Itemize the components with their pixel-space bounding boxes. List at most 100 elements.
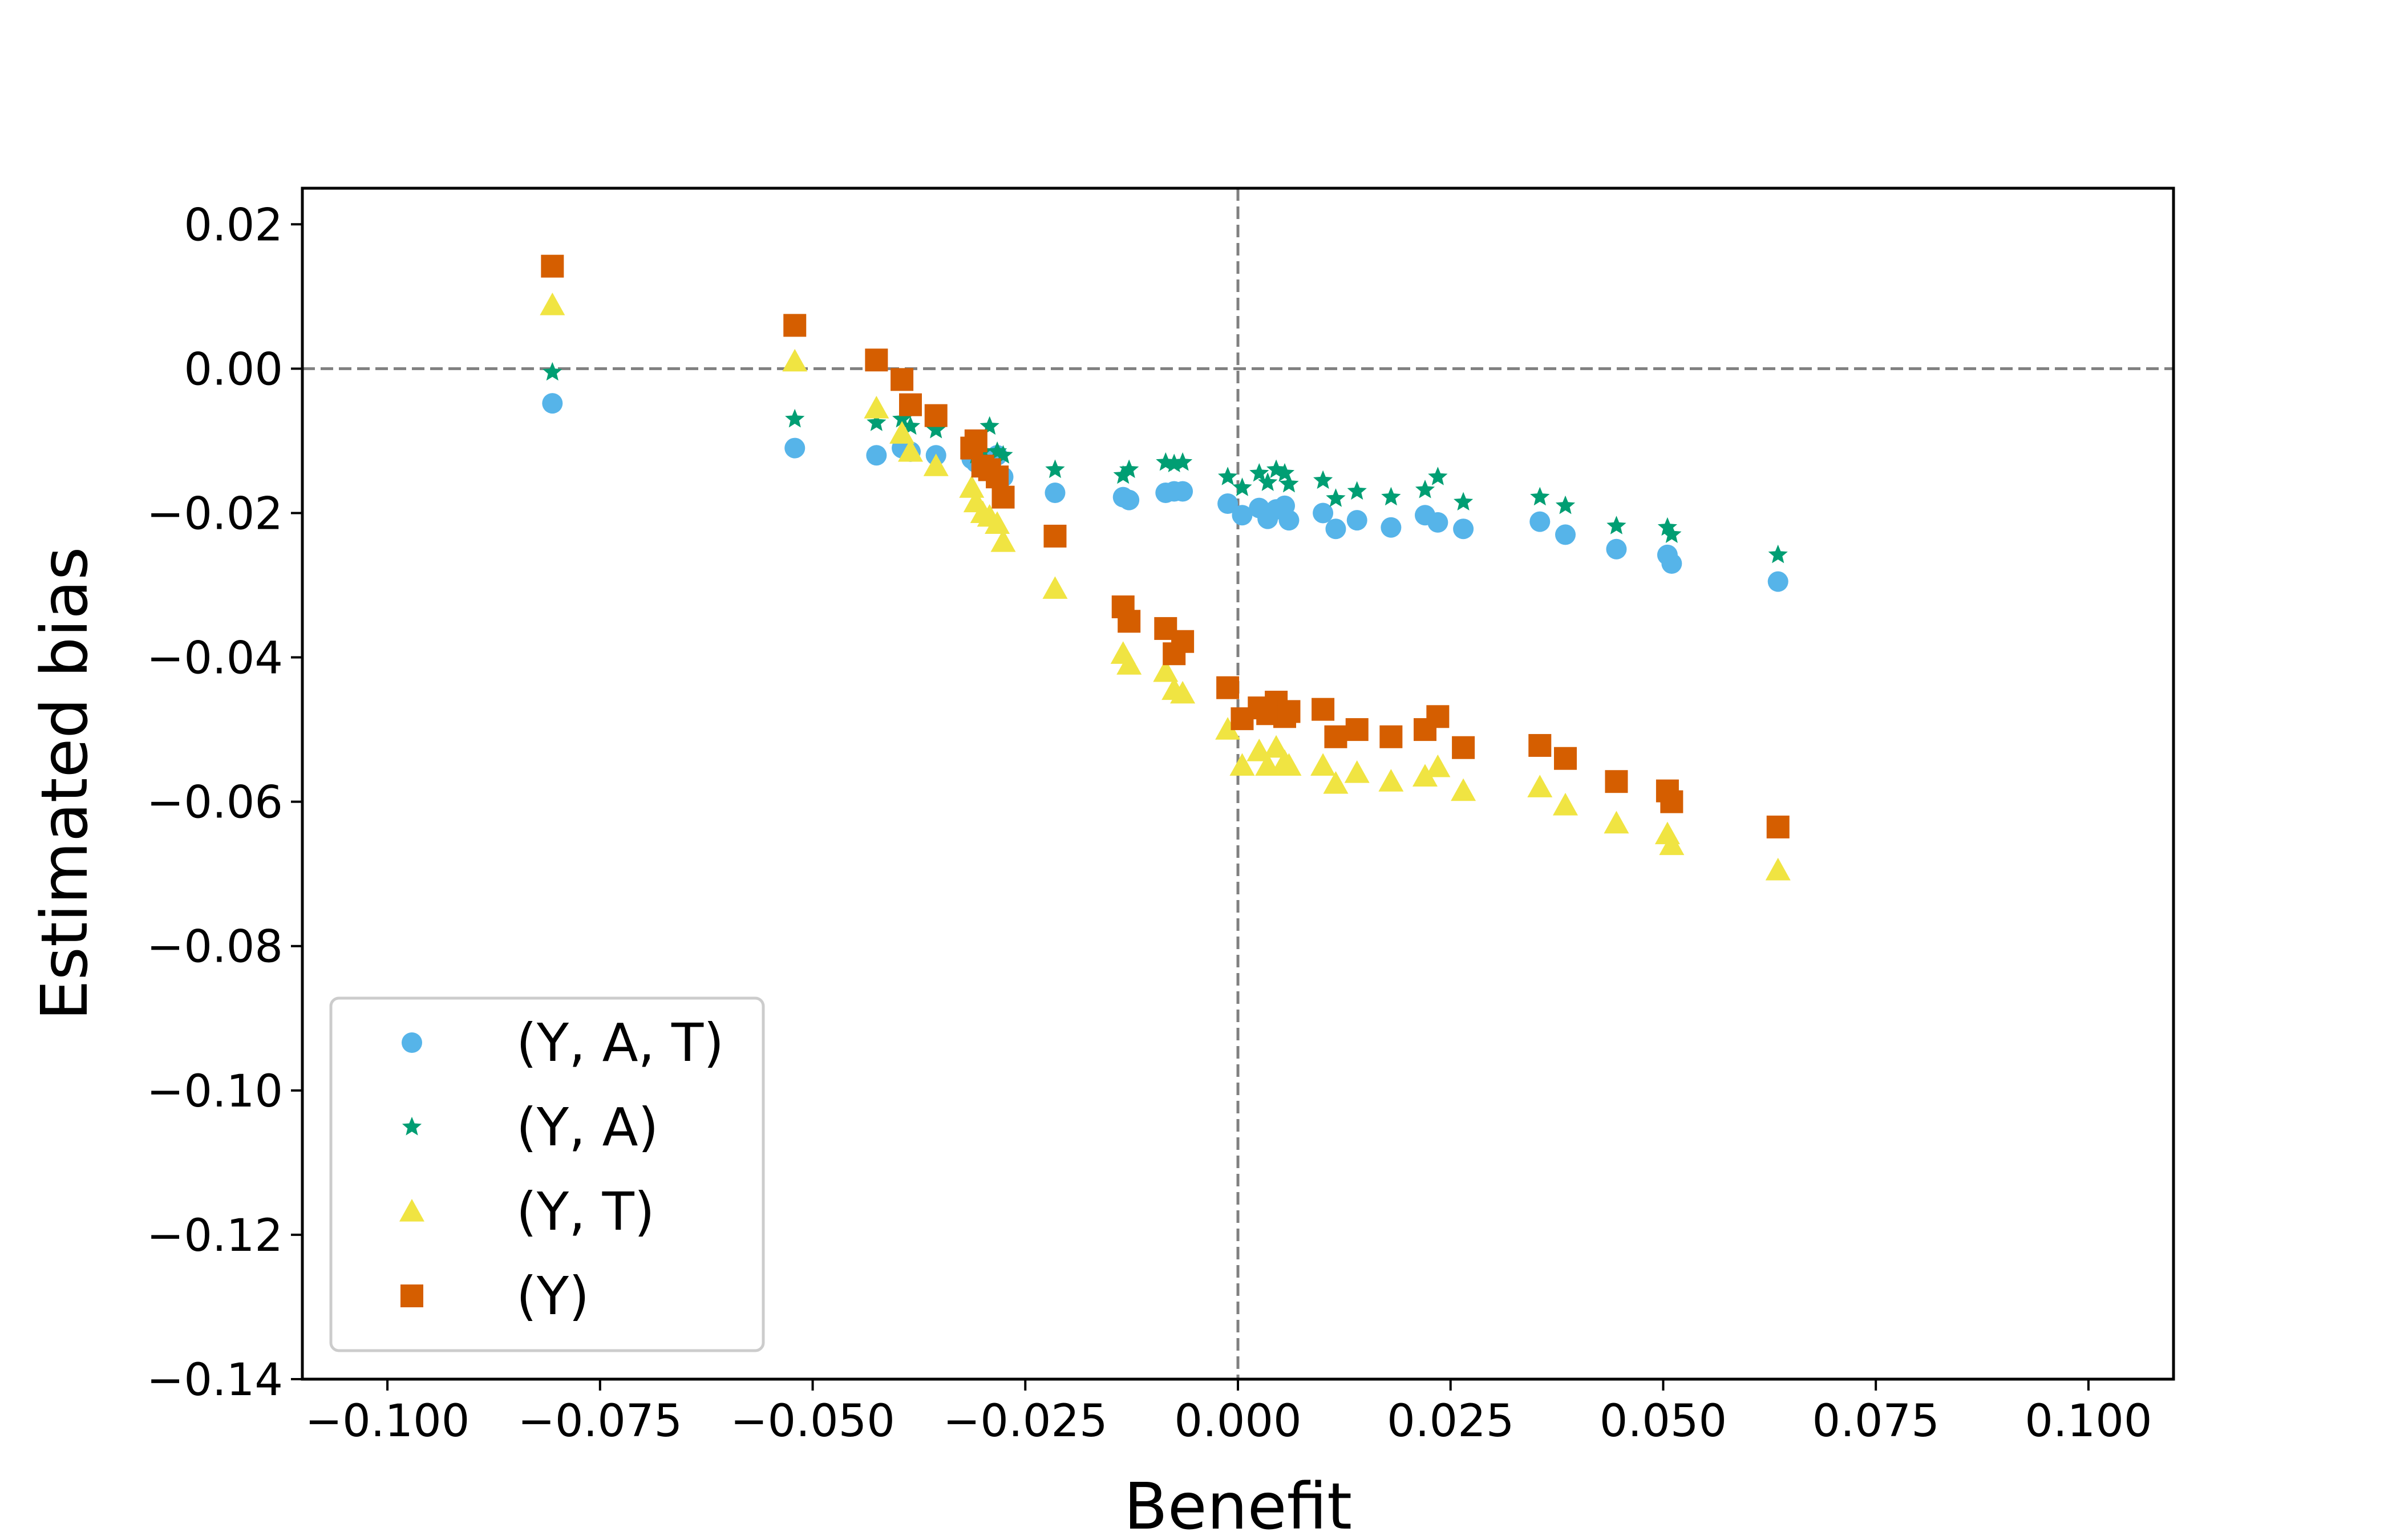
data-point (1661, 553, 1682, 574)
data-point (1217, 493, 1239, 514)
legend-item: (Y, A) (402, 1097, 658, 1158)
data-point (1042, 576, 1068, 599)
data-point (1765, 857, 1791, 881)
data-point (1232, 505, 1253, 526)
data-point (1555, 495, 1576, 514)
data-point (1043, 524, 1067, 548)
data-point (1555, 524, 1576, 545)
data-point (1119, 489, 1140, 510)
data-point (1426, 705, 1450, 728)
data-point (1453, 518, 1474, 540)
data-point (891, 368, 914, 391)
data-point (889, 421, 915, 444)
data-point (1313, 470, 1333, 489)
data-point (784, 437, 806, 459)
data-point (867, 412, 887, 431)
legend-item: (Y, A, T) (402, 1012, 724, 1073)
data-point (898, 439, 923, 462)
data-point (1045, 483, 1066, 504)
data-point (923, 453, 949, 476)
data-point (1216, 676, 1240, 699)
x-tick-label: −0.025 (943, 1396, 1108, 1447)
y-tick-label: 0.02 (184, 200, 283, 251)
data-point (926, 419, 946, 439)
data-point (899, 393, 922, 416)
data-point (991, 485, 1015, 509)
legend-label: (Y, A, T) (516, 1012, 724, 1073)
legend-marker (399, 1199, 424, 1222)
data-point (1218, 467, 1238, 485)
data-point (864, 395, 889, 419)
x-tick-label: 0.000 (1174, 1396, 1301, 1447)
data-point (1428, 467, 1448, 485)
y-tick-label: −0.02 (147, 488, 283, 540)
data-point (924, 404, 948, 427)
data-point (541, 254, 564, 278)
data-point (1173, 452, 1193, 471)
y-tick-label: −0.14 (147, 1355, 283, 1406)
y-axis-ticks: 0.02 0.00 −0.02 −0.04 −0.06 −0.08 −0.10 −0.12 −0… (147, 200, 302, 1406)
data-point (1528, 733, 1552, 757)
data-point (1153, 659, 1179, 682)
data-point (1529, 511, 1551, 532)
y-axis-label: Estimated bias (28, 547, 102, 1021)
x-axis-label: Benefit (1124, 1470, 1352, 1540)
data-point (1345, 718, 1369, 741)
data-point (1277, 700, 1301, 723)
x-tick-label: 0.075 (1812, 1396, 1940, 1447)
data-point (1276, 753, 1302, 776)
x-tick-label: 0.050 (1600, 1396, 1727, 1447)
data-point (1412, 764, 1438, 787)
legend-items: (Y, A, T) (Y, A) (Y, T) (Y) (399, 1012, 724, 1327)
x-tick-label: −0.050 (730, 1396, 895, 1447)
x-tick-label: −0.100 (305, 1396, 470, 1447)
data-point (1264, 735, 1289, 758)
y-tick-label: −0.06 (147, 777, 283, 829)
data-point (1324, 725, 1347, 748)
data-point (1310, 753, 1336, 776)
data-point (1605, 770, 1628, 793)
data-point (1415, 480, 1435, 499)
data-point (1229, 753, 1255, 776)
data-point (1606, 538, 1627, 560)
data-point (1659, 832, 1685, 856)
legend-marker (402, 1117, 422, 1136)
legend-label: (Y) (516, 1266, 589, 1327)
data-point (1113, 465, 1133, 484)
data-point (785, 408, 805, 428)
legend-marker (400, 1284, 423, 1307)
data-point (1118, 610, 1141, 633)
data-point (1660, 790, 1683, 813)
data-point (1312, 698, 1335, 721)
x-tick-label: 0.025 (1387, 1396, 1514, 1447)
data-point (1425, 754, 1451, 777)
data-point (985, 511, 1010, 534)
data-point (1767, 571, 1788, 592)
y-tick-label: −0.12 (147, 1210, 283, 1262)
data-point (866, 445, 887, 466)
x-tick-label: −0.075 (517, 1396, 682, 1447)
y-tick-label: −0.04 (147, 633, 283, 684)
data-point (1606, 516, 1626, 534)
data-point (986, 465, 1009, 489)
data-point (782, 348, 808, 372)
y-tick-label: −0.08 (147, 922, 283, 973)
series-triangle (540, 293, 1791, 881)
chart-marks (302, 188, 2174, 1379)
data-point (1381, 487, 1401, 506)
data-point (1326, 488, 1346, 507)
legend-marker (402, 1032, 422, 1053)
data-point (1378, 769, 1404, 792)
data-point (959, 475, 985, 498)
data-point (1278, 510, 1300, 531)
data-point (1045, 459, 1065, 479)
data-point (1232, 477, 1252, 496)
data-point (542, 393, 563, 414)
legend-item: (Y, T) (399, 1181, 655, 1242)
data-point (1530, 487, 1550, 506)
data-point (1527, 775, 1553, 797)
data-point (1452, 736, 1475, 759)
data-point (1325, 518, 1346, 540)
y-tick-label: 0.00 (184, 344, 283, 395)
